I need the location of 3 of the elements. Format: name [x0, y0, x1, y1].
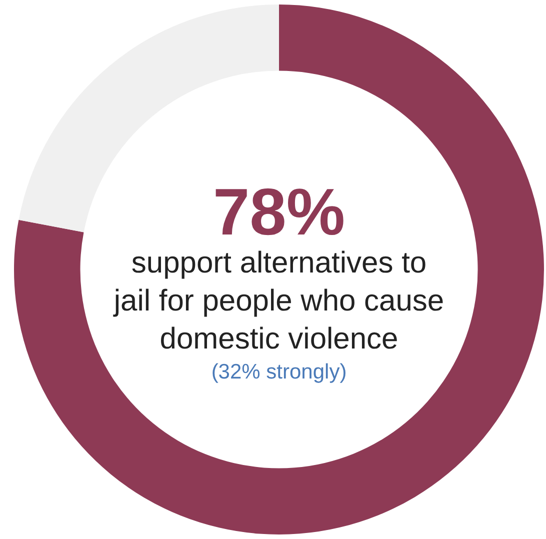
text: support alternatives to jail for people who cause domestic violence: [112, 246, 444, 356]
data-label: 78%: [212, 174, 346, 248]
text: (32% strongly): [211, 360, 347, 384]
